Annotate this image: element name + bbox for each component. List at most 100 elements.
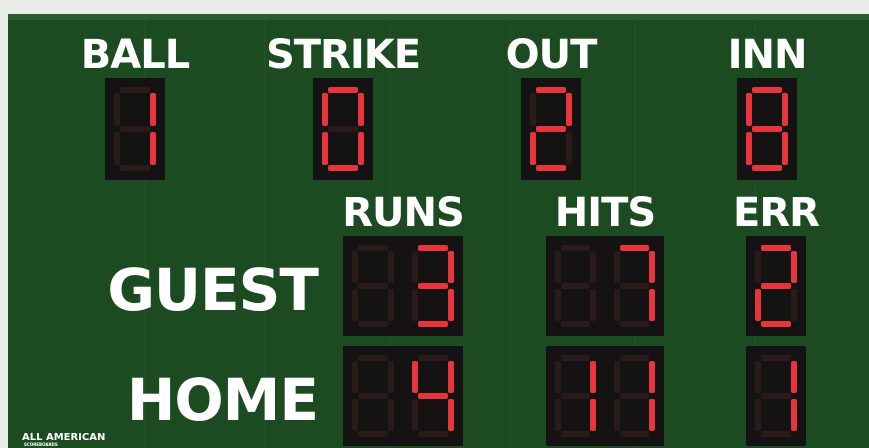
digit-display xyxy=(313,78,373,180)
segment xyxy=(614,361,620,393)
segment xyxy=(761,245,791,251)
segment xyxy=(590,361,596,393)
segment xyxy=(358,321,388,327)
segment xyxy=(358,132,364,165)
digit-display xyxy=(521,78,581,180)
segment xyxy=(322,93,328,126)
segment xyxy=(782,93,788,126)
column-label: RUNS xyxy=(342,190,464,236)
segment xyxy=(752,165,782,171)
segment xyxy=(114,93,120,126)
segment xyxy=(555,289,561,321)
team-name: GUEST xyxy=(107,256,319,324)
digit-display xyxy=(105,78,165,180)
segment xyxy=(418,431,448,437)
segment xyxy=(614,399,620,431)
segment xyxy=(388,361,394,393)
segment xyxy=(328,165,358,171)
segment xyxy=(530,132,536,165)
segment xyxy=(412,289,418,321)
segment xyxy=(746,93,752,126)
segment xyxy=(388,399,394,431)
digit-display xyxy=(746,236,806,336)
segment xyxy=(791,399,797,431)
segment xyxy=(358,93,364,126)
segment xyxy=(418,321,448,327)
segment xyxy=(761,355,791,361)
segment xyxy=(761,393,791,399)
segment xyxy=(150,132,156,165)
segment xyxy=(358,393,388,399)
segment xyxy=(536,87,566,93)
segment xyxy=(791,361,797,393)
segment xyxy=(561,431,590,437)
segment xyxy=(649,399,655,431)
segment xyxy=(561,321,590,327)
segment xyxy=(566,132,572,165)
digit-display xyxy=(546,346,664,446)
segment xyxy=(352,251,358,283)
segment xyxy=(649,251,655,283)
segment xyxy=(614,289,620,321)
top-label: BALL xyxy=(81,32,190,78)
segment xyxy=(555,399,561,431)
segment xyxy=(555,361,561,393)
segment xyxy=(590,289,596,321)
brand-name: ALL AMERICAN xyxy=(22,432,105,443)
segment xyxy=(530,93,536,126)
column-label: ERR xyxy=(733,190,819,236)
brand-sub: SCOREBOARDS xyxy=(24,442,58,447)
digit-display xyxy=(343,346,463,446)
segment xyxy=(536,126,566,132)
column-label: HITS xyxy=(555,190,655,236)
segment xyxy=(412,399,418,431)
segment xyxy=(388,289,394,321)
segment xyxy=(649,289,655,321)
segment xyxy=(120,126,150,132)
segment xyxy=(358,245,388,251)
segment xyxy=(352,289,358,321)
segment xyxy=(561,283,590,289)
segment xyxy=(590,399,596,431)
segment xyxy=(620,431,649,437)
board-edge xyxy=(8,14,869,20)
segment xyxy=(114,132,120,165)
top-label: INN xyxy=(728,32,807,78)
segment xyxy=(761,431,791,437)
segment xyxy=(755,361,761,393)
segment xyxy=(448,251,454,283)
segment xyxy=(448,361,454,393)
segment xyxy=(755,251,761,283)
segment xyxy=(412,361,418,393)
top-label: OUT xyxy=(506,32,598,78)
segment xyxy=(755,289,761,321)
segment xyxy=(555,251,561,283)
digit-display xyxy=(343,236,463,336)
segment xyxy=(620,393,649,399)
segment xyxy=(620,355,649,361)
segment xyxy=(614,251,620,283)
team-name: HOME xyxy=(127,366,318,434)
segment xyxy=(620,321,649,327)
segment xyxy=(566,93,572,126)
segment xyxy=(620,283,649,289)
segment xyxy=(448,399,454,431)
segment xyxy=(358,283,388,289)
segment xyxy=(746,132,752,165)
digit-display xyxy=(546,236,664,336)
segment xyxy=(418,355,448,361)
segment xyxy=(322,132,328,165)
segment xyxy=(352,399,358,431)
digit-display xyxy=(737,78,797,180)
segment xyxy=(782,132,788,165)
segment xyxy=(561,355,590,361)
segment xyxy=(418,283,448,289)
segment xyxy=(761,283,791,289)
segment xyxy=(791,251,797,283)
segment xyxy=(358,355,388,361)
segment xyxy=(649,361,655,393)
segment xyxy=(752,87,782,93)
segment xyxy=(418,393,448,399)
segment xyxy=(620,245,649,251)
